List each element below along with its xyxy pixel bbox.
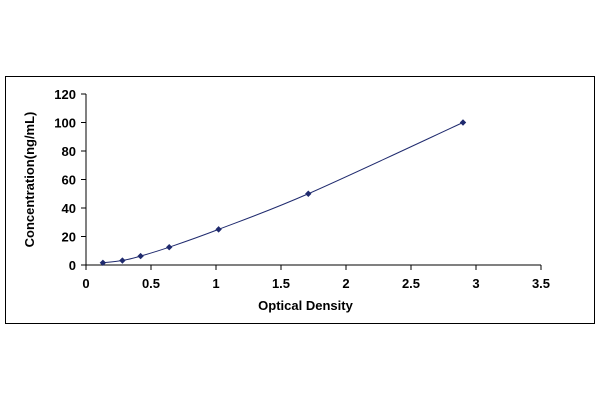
standard-curve-chart: 0 20 40 60 80 100 120 0 0.5 1 1.5 2 2.5 3 3.5 Optical… — [22, 87, 550, 313]
x-tick-label: 3.5 — [532, 276, 550, 291]
data-point — [166, 243, 173, 251]
x-tick-label: 0.5 — [142, 276, 160, 291]
chart-frame: 0 20 40 60 80 100 120 0 0.5 1 1.5 2 2.5 3 3.5 Optical… — [5, 76, 595, 324]
x-tick-label: 0 — [82, 276, 89, 291]
y-tick-label: 40 — [62, 201, 76, 216]
fit-curve — [102, 122, 464, 264]
y-axis-title: Concentration(ng/mL) — [22, 112, 37, 248]
x-tick-label: 1 — [212, 276, 219, 291]
data-points — [99, 119, 467, 266]
x-tick-label: 2 — [342, 276, 349, 291]
y-tick-label: 60 — [62, 173, 76, 188]
data-point — [137, 252, 144, 260]
data-point — [215, 226, 222, 233]
data-point — [459, 119, 467, 126]
x-tick-label: 2.5 — [402, 276, 420, 291]
data-point — [119, 257, 126, 264]
y-tick-label: 100 — [54, 116, 76, 131]
y-tick-label: 120 — [54, 87, 76, 102]
y-axis-ticks: 0 20 40 60 80 100 120 — [54, 87, 86, 273]
x-axis-ticks: 0 0.5 1 1.5 2 2.5 3 3.5 — [82, 265, 550, 291]
x-tick-label: 1.5 — [272, 276, 290, 291]
y-tick-label: 20 — [62, 230, 76, 245]
y-tick-label: 80 — [62, 144, 76, 159]
x-axis-title: Optical Density — [258, 298, 353, 313]
data-point — [99, 259, 107, 266]
data-point — [305, 190, 312, 197]
y-tick-label: 0 — [69, 258, 76, 273]
x-tick-label: 3 — [472, 276, 479, 291]
